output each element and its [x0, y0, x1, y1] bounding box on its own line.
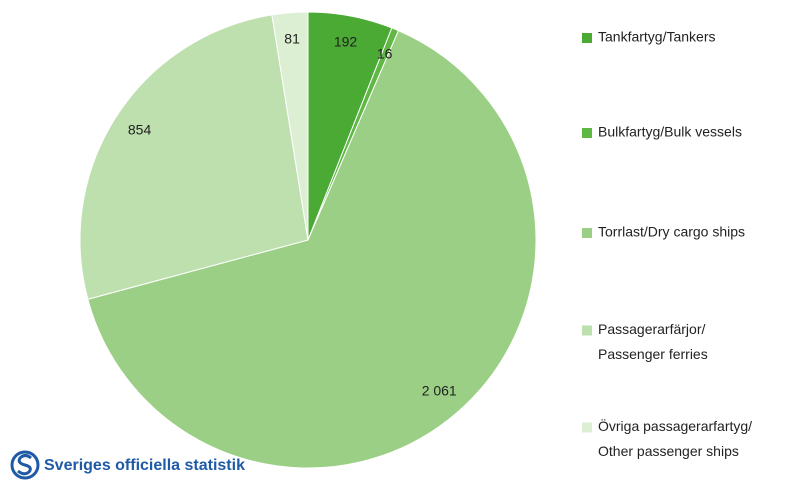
logo: Sveriges officiella statistik — [10, 450, 245, 480]
pie-slice — [79, 14, 309, 300]
logo-icon — [10, 450, 40, 480]
legend-label: Passagerarfärjor/ — [598, 321, 705, 337]
data-label: 16 — [377, 45, 393, 61]
pie-slice — [87, 30, 537, 469]
legend-swatch — [582, 228, 592, 238]
legend-label: Övriga passagerarfartyg/ — [598, 417, 752, 434]
legend-label: Torrlast/Dry cargo ships — [598, 224, 745, 240]
legend-label: Passenger ferries — [598, 346, 708, 362]
pie-slice — [271, 11, 309, 241]
logo-icon-s — [17, 454, 32, 476]
data-label: 2 061 — [422, 382, 457, 398]
data-label: 81 — [284, 31, 300, 47]
legend-label: Bulkfartyg/Bulk vessels — [598, 124, 742, 140]
data-label: 192 — [334, 34, 358, 50]
legend-swatch — [582, 128, 592, 138]
legend-swatch — [582, 33, 592, 43]
legend-label: Tankfartyg/Tankers — [598, 29, 716, 45]
logo-text: Sveriges officiella statistik — [44, 457, 245, 474]
legend-label: Other passenger ships — [598, 443, 739, 459]
legend-swatch — [582, 422, 592, 433]
legend-swatch — [582, 325, 592, 336]
data-label: 854 — [128, 122, 152, 138]
